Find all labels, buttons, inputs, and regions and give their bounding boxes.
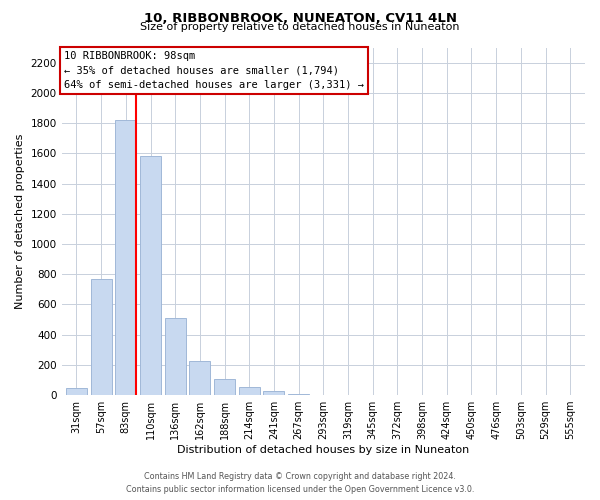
Bar [263, 392, 284, 395]
Bar [214, 379, 235, 395]
Y-axis label: Number of detached properties: Number of detached properties [15, 134, 25, 309]
Bar [115, 120, 136, 395]
Bar [239, 387, 260, 395]
Text: Size of property relative to detached houses in Nuneaton: Size of property relative to detached ho… [140, 22, 460, 32]
Text: Contains HM Land Registry data © Crown copyright and database right 2024.
Contai: Contains HM Land Registry data © Crown c… [126, 472, 474, 494]
X-axis label: Distribution of detached houses by size in Nuneaton: Distribution of detached houses by size … [177, 445, 469, 455]
Bar [288, 394, 309, 395]
Bar [140, 156, 161, 395]
Bar [190, 361, 211, 395]
Text: 10 RIBBONBROOK: 98sqm
← 35% of detached houses are smaller (1,794)
64% of semi-d: 10 RIBBONBROOK: 98sqm ← 35% of detached … [64, 51, 364, 90]
Bar [91, 278, 112, 395]
Text: 10, RIBBONBROOK, NUNEATON, CV11 4LN: 10, RIBBONBROOK, NUNEATON, CV11 4LN [143, 12, 457, 26]
Bar [66, 388, 87, 395]
Bar [165, 318, 186, 395]
